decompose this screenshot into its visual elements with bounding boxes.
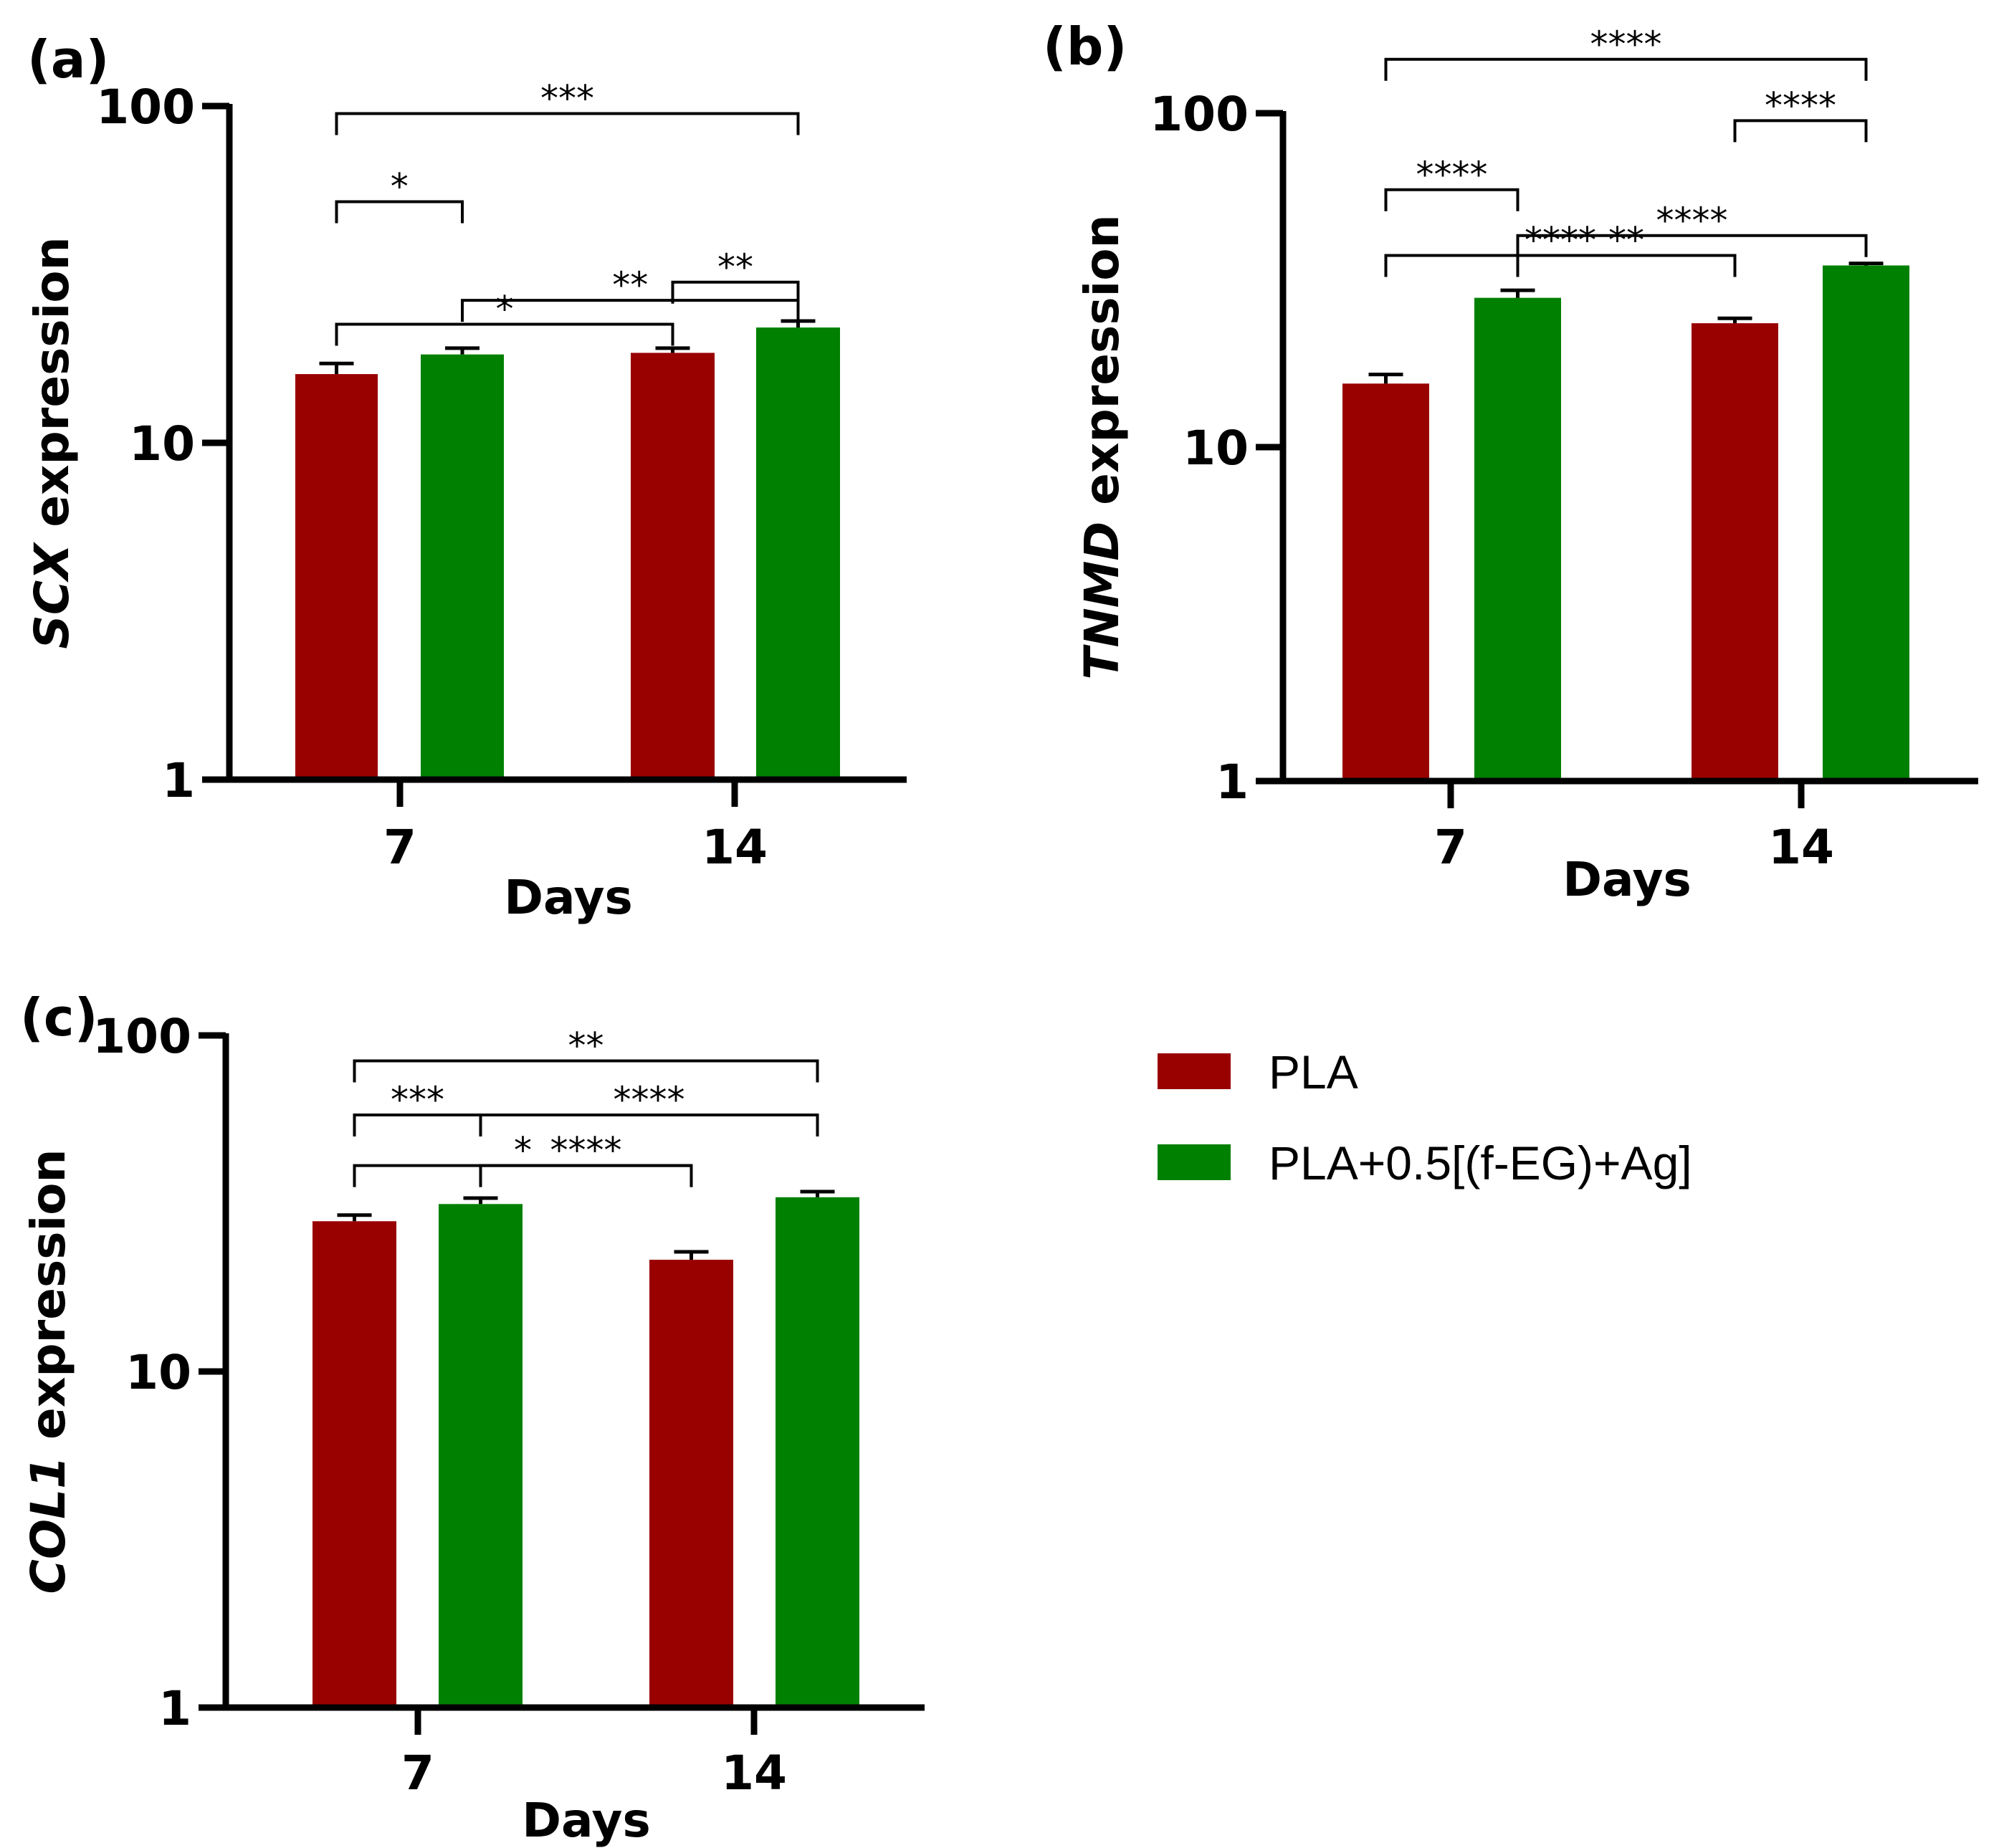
legend-label-pla: PLA [1269,1045,1358,1098]
panel-b-ytick-label-1: 1 [1216,755,1249,810]
legend-item-pla: PLA [1158,1046,1874,1103]
panel-a-bar-pla-day14 [631,353,715,780]
panel-b-sig-5-label: **** [1656,200,1728,241]
panel-a-sig-4-label: ** [612,264,648,306]
panel-b-ylabel-gene: TNMD [1074,522,1130,680]
panel-a-xlabel: Days [504,870,633,925]
panel-b-bar-pla-day14 [1692,323,1778,781]
panel-b-xtick-label-7: 7 [1434,820,1467,875]
panel-a-sig-2-label: ** [717,246,753,288]
panel-a-ylabel: SCX expression [24,236,80,648]
panel-b-label: (b) [1043,16,1127,77]
panel-c-bar-pla-day14 [649,1260,733,1708]
panel-c-ylabel-suffix: expression [21,1149,76,1456]
panel-a-bar-composite-day7 [421,354,504,780]
panel-a-sig-4-bracket [461,299,800,322]
panel-c-ylabel: COL1 expression [21,1149,76,1594]
panel-b-sig-1-bracket [1733,119,1868,143]
panel-a-sig-3-bracket [335,322,674,346]
panel-b-ylabel: TNMD expression [1074,214,1130,679]
panel-b-sig-5-bracket [1516,234,1868,257]
panel-c-label: (c) [20,987,98,1048]
panel-a-sig-1-bracket [335,200,464,224]
panel-c-ytick-label-10: 10 [125,1345,191,1400]
legend-item-composite: PLA+0.5[(f-EG)+Ag] [1158,1137,1874,1195]
panel-b-bar-pla-day7 [1342,383,1429,781]
panel-b-xlabel: Days [1563,852,1692,907]
panel-a-sig-0-bracket [335,112,800,135]
legend-swatch-composite [1158,1144,1231,1180]
panel-a-xtick-label-14: 14 [702,820,768,875]
panel-c-sig-0-bracket [353,1059,819,1083]
panel-c-bar-composite-day14 [776,1197,859,1708]
panel-b-sig-4-label: ** [1608,220,1644,262]
panel-b-ytick-label-10: 10 [1183,421,1249,476]
panel-c-bar-composite-day7 [439,1204,523,1708]
panel-b-sig-2-label: **** [1416,154,1488,196]
panel-c-ytick-label-100: 100 [92,1009,191,1064]
panel-c-sig-2-bracket [479,1113,819,1136]
panel-c-xlabel: Days [522,1793,651,1848]
legend: PLA PLA+0.5[(f-EG)+Ag] [1158,1046,1889,1204]
panel-c-xtick-label-7: 7 [401,1746,434,1801]
panel-a-sig-3-label: * [496,288,514,330]
panel-a-bar-pla-day7 [295,374,378,780]
panel-a-label: (a) [27,29,109,90]
panel-a-sig-2-bracket [671,280,800,304]
panel-b-sig-0-label: **** [1590,24,1662,65]
legend-swatch-pla [1158,1053,1231,1089]
panel-c-sig-4-bracket [479,1164,693,1187]
panel-a-sig-0-label: *** [540,77,594,119]
panel-a-ylabel-gene: SCX [24,542,80,649]
panel-b-ylabel-suffix: expression [1074,214,1130,521]
panel-a-ytick-label-100: 100 [96,80,195,135]
panel-c-sig-4-label: **** [550,1130,622,1172]
panel-b-ytick-label-100: 100 [1150,87,1249,142]
panel-b-sig-4-bracket [1516,254,1737,277]
panel-a-ytick-label-10: 10 [129,416,195,471]
panel-a-sig-1-label: * [391,166,409,207]
panel-b-sig-2-bracket [1384,188,1519,211]
panel-b-sig-1-label: **** [1765,85,1836,126]
panel-a-xtick-label-7: 7 [383,820,416,875]
panel-a-ylabel-suffix: expression [24,236,80,543]
panel-c-xtick-label-14: 14 [721,1746,787,1801]
panel-a-bar-composite-day14 [756,327,840,780]
panel-b-sig-0-bracket [1384,57,1868,81]
panel-c-sig-0-label: ** [568,1025,604,1067]
panel-a-ytick-label-1: 1 [162,753,195,808]
panel-c-sig-2-label: **** [614,1079,685,1121]
panel-c-sig-1-label: *** [391,1079,444,1121]
panel-b-bar-composite-day7 [1474,297,1561,781]
panel-c-ylabel-gene: COL1 [21,1456,76,1594]
legend-label-composite: PLA+0.5[(f-EG)+Ag] [1269,1136,1692,1189]
panel-b-xtick-label-14: 14 [1768,820,1834,875]
panel-c-bar-pla-day7 [313,1221,396,1708]
panel-b-bar-composite-day14 [1823,265,1909,781]
panel-c-ytick-label-1: 1 [158,1681,191,1736]
